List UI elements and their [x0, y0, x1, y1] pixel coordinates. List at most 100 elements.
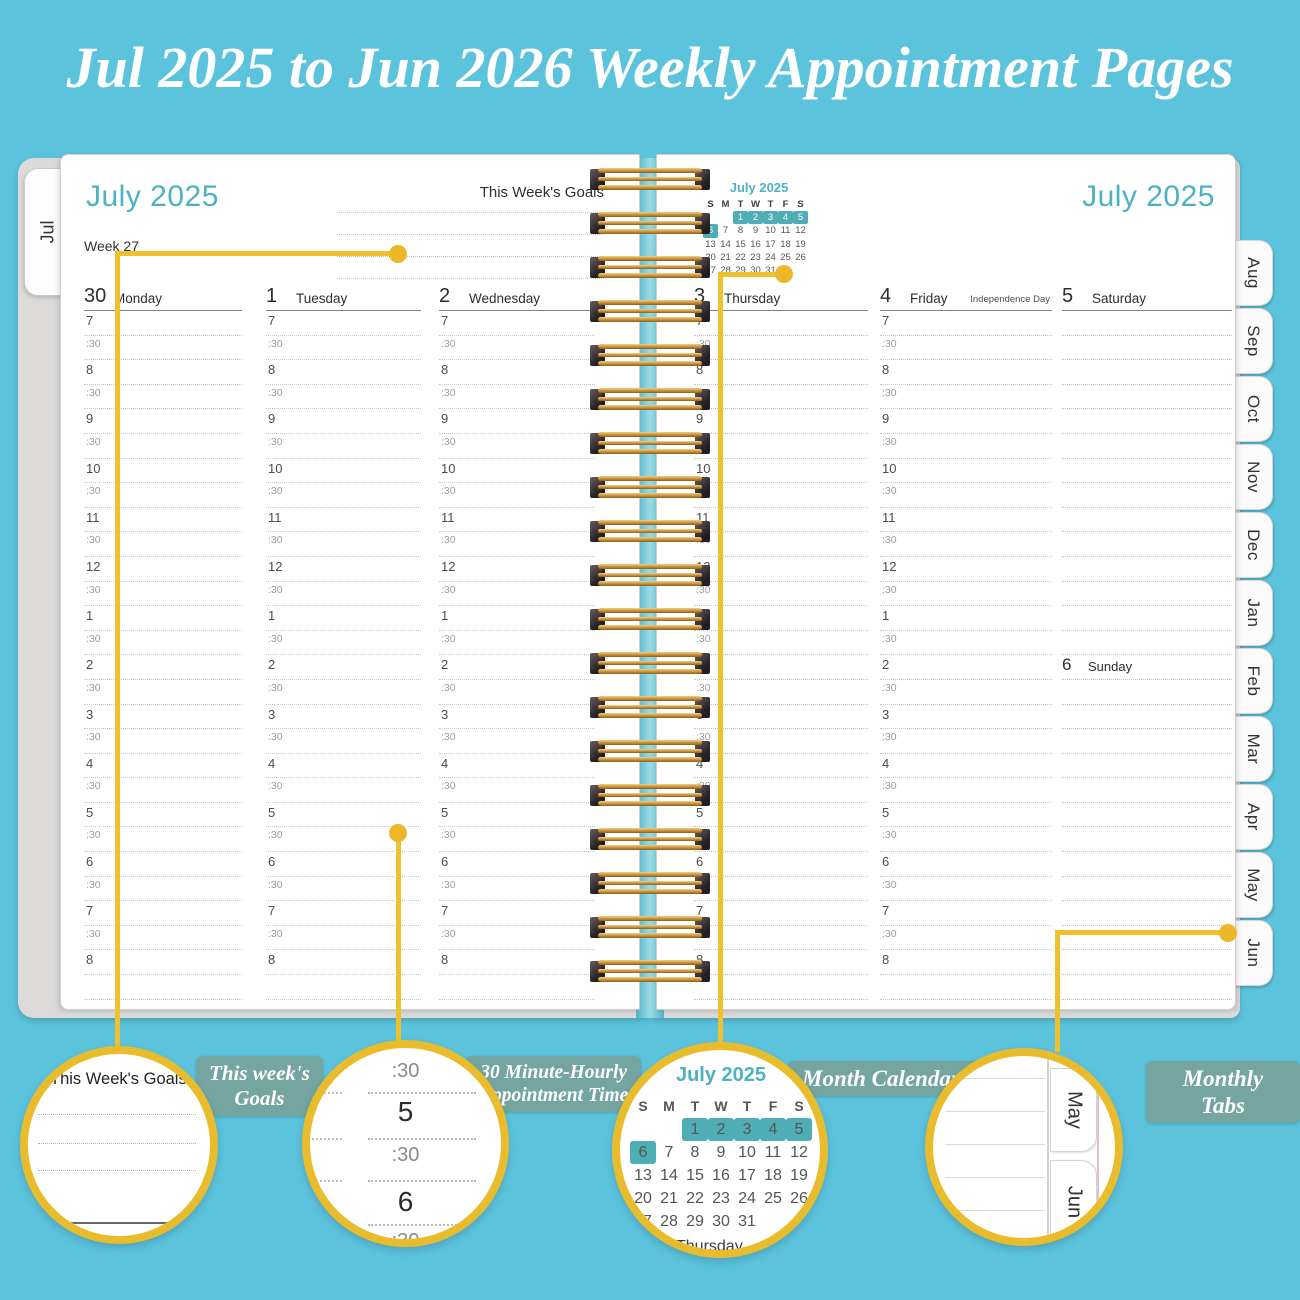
callout-line — [718, 272, 788, 277]
time-label: 8 — [696, 362, 704, 378]
sample-slot-line — [368, 1224, 476, 1226]
calendar-day-cell: 6 — [630, 1141, 656, 1164]
time-slot: :30 — [439, 827, 595, 853]
time-label: 7 — [882, 903, 890, 919]
calendar-day-cell: 30 — [750, 264, 761, 276]
time-slot: :30 — [880, 877, 1052, 902]
calendar-day-cell: 24 — [765, 251, 776, 263]
time-label: :30 — [268, 829, 283, 842]
time-slot — [1062, 336, 1232, 361]
callout-line — [115, 251, 399, 256]
weekday-cell: W — [751, 199, 760, 210]
time-slot: :30 — [439, 877, 595, 902]
time-slot: 6 — [694, 852, 868, 877]
coil-hole-left — [590, 565, 605, 586]
calendar-day-cell: 7 — [722, 225, 729, 237]
time-slot: :30 — [439, 631, 595, 656]
sample-slot-line-fragment — [312, 1180, 342, 1182]
coil-wire — [598, 221, 702, 225]
time-slot: :30 — [880, 827, 1052, 853]
time-label: :30 — [268, 435, 283, 448]
month-tab-label: Apr — [1243, 803, 1263, 831]
coil-hole-right — [695, 213, 710, 234]
time-slot: 6 — [880, 852, 1052, 877]
time-slot: 4 — [439, 754, 595, 779]
time-slot: 10 — [266, 459, 421, 484]
time-label: 4 — [441, 755, 449, 771]
day-date: 2 — [439, 285, 451, 307]
coil-hole-left — [590, 301, 605, 322]
time-slot — [1062, 655, 1232, 680]
time-label: 9 — [86, 411, 94, 427]
coil-wire — [598, 696, 702, 701]
time-label: 9 — [696, 411, 704, 427]
time-slot: :30 — [84, 680, 242, 705]
time-slot — [1062, 582, 1232, 607]
calendar-day-cell: 4 — [778, 211, 793, 225]
time-slot: :30 — [84, 827, 242, 853]
sample-month-tab-may: May — [1050, 1068, 1097, 1152]
coil-wire — [598, 212, 702, 217]
time-slot: 11 — [266, 508, 421, 533]
month-tab-may: May — [1233, 852, 1273, 918]
time-slot — [1062, 409, 1232, 434]
day-header: 4 Friday Independence Day — [880, 283, 1052, 311]
time-slot: :30 — [266, 434, 421, 459]
coil-hole-right — [695, 301, 710, 322]
calendar-day-cell: 16 — [750, 238, 761, 250]
time-label: 9 — [268, 411, 276, 427]
month-tab-label: Aug — [1243, 257, 1263, 289]
time-slot: :30 — [880, 434, 1052, 459]
time-label: 4 — [696, 755, 704, 771]
time-slot: 5 — [694, 803, 868, 828]
time-label: :30 — [882, 386, 897, 399]
calendar-day-cell: 20 — [634, 1190, 652, 1207]
time-slot: 12 — [439, 557, 595, 582]
goals-sample-line — [38, 1114, 196, 1115]
time-slot: :30 — [84, 926, 242, 951]
day-name: Tuesday — [296, 291, 348, 306]
coil-wire — [598, 793, 702, 797]
day-date: 6 — [1062, 655, 1072, 674]
time-label: 7 — [441, 903, 449, 919]
time-slot: :30 — [266, 827, 421, 853]
time-slot — [1062, 852, 1232, 877]
month-tab-jun: Jun — [1233, 920, 1273, 986]
coil-wire — [598, 916, 702, 921]
calendar-day-cell: 23 — [750, 251, 761, 263]
page-ruled-line — [945, 1177, 1045, 1178]
time-label: :30 — [86, 829, 101, 842]
month-tab-apr: Apr — [1233, 784, 1273, 850]
coil-wire — [598, 397, 702, 401]
time-slot: :30 — [266, 680, 421, 705]
coil-wire — [598, 669, 702, 674]
time-label: :30 — [268, 534, 283, 547]
time-label: :30 — [441, 583, 456, 596]
time-label: 11 — [441, 509, 455, 525]
callout-circle-half-hour: :30 5:30 6:30 — [302, 1040, 509, 1247]
coil-hole-left — [590, 829, 605, 850]
time-slot — [1062, 778, 1232, 803]
coil-wire — [598, 881, 702, 885]
goals-sample-line — [38, 1170, 196, 1171]
calendar-day-cell: 24 — [738, 1190, 756, 1207]
time-slot: 4 — [266, 754, 421, 779]
coil-wire — [598, 361, 702, 366]
mini-calendar-title: July 2025 — [729, 180, 789, 195]
goals-sample-line — [38, 1143, 196, 1144]
time-slot: :30 — [880, 926, 1052, 951]
coil-wire — [598, 441, 702, 445]
calendar-day-cell: 29 — [735, 264, 746, 276]
calendar-day-cell: 10 — [765, 225, 776, 237]
sample-time-label: :30 — [391, 1230, 420, 1247]
coil-hole-left — [590, 521, 605, 542]
time-slot: :30 — [880, 778, 1052, 803]
time-label: 4 — [86, 755, 94, 771]
month-tab-label: Jan — [1243, 598, 1263, 628]
time-label: 6 — [268, 854, 276, 870]
